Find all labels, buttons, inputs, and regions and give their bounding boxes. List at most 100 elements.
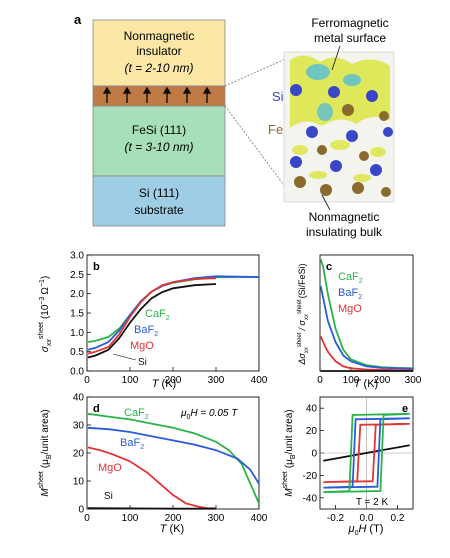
top-annotation-line2: metal surface	[314, 31, 386, 45]
panel-c: c 0 100 200 300 CaF2 BaF2 MgO T (K) Δσxxshee…	[297, 254, 422, 390]
panel-b-series	[87, 275, 260, 359]
x-tick-label: 300	[208, 375, 225, 386]
panel-b-axes: 0 100 200 300 400 0.0 0.5 1.0 1.5 2.0 2.5 3.0	[70, 251, 268, 387]
y-tick-label: 3.0	[70, 251, 84, 262]
top-annotation-line1: Ferromagnetic	[311, 16, 388, 30]
bottom-annotation-line2: insulating bulk	[306, 225, 383, 239]
panel-e-label: e	[402, 403, 408, 415]
insulator-line3: (t = 2-10 nm)	[124, 61, 193, 75]
panel-d-xlabel: T (K)	[160, 523, 184, 535]
panel-d-series	[87, 412, 260, 510]
bottom-annotation-pointer	[321, 194, 331, 211]
substrate-layer	[92, 175, 226, 227]
y-tick-label: 0.0	[70, 367, 84, 378]
series-line-si	[87, 507, 216, 510]
panel-b-si-pointer	[112, 353, 137, 361]
series-line-mgo	[87, 277, 217, 355]
x-tick-label: 200	[165, 513, 182, 524]
fe-atom-label: Fe	[268, 122, 283, 137]
spin-lobe	[306, 64, 330, 80]
x-tick-label: 100	[122, 375, 139, 386]
series-line-caf2	[87, 412, 260, 504]
up-arrow-icon	[182, 86, 192, 103]
panel-e-annotation: T = 2 K	[356, 497, 389, 508]
fesi-line1: FeSi (111)	[132, 123, 186, 137]
hysteresis-loop-baf2	[323, 417, 410, 489]
x-tick-label: 400	[251, 375, 268, 386]
top-annotation-pointer	[331, 45, 341, 71]
panel-b-legend-mgo: MgO	[130, 340, 154, 352]
panel-d-annotation: μ0H = 0.05 T	[180, 408, 238, 421]
panel-c-legend-caf2: CaF2	[338, 271, 363, 285]
y-tick-label: 40	[306, 404, 318, 415]
panel-c-legend-baf2: BaF2	[338, 287, 362, 301]
panel-e-axes: -0.2 0.0 0.2 -40 -20 0 20 40	[303, 404, 405, 524]
si-atom-label: Si	[272, 89, 284, 104]
y-tick-label: 0	[311, 449, 317, 460]
x-tick-label: 200	[374, 375, 391, 386]
up-arrow-icon	[142, 86, 152, 103]
panel-d-axes: 0 100 200 300 400 0 10 20 30 40	[73, 393, 268, 525]
series-line-baf2	[319, 285, 414, 370]
panel-b-xlabel: T (K)	[152, 378, 176, 390]
panel-b-legend-baf2: BaF2	[134, 324, 158, 338]
panel-b-legend-si: Si	[138, 357, 147, 368]
panel-e: -0.2 0.0 0.2 -40 -20 0 20 40 e T = 2 K μ0H (T) M…	[282, 396, 414, 537]
x-tick-label: -0.2	[327, 513, 345, 524]
panel-d: d 0 100 200 300 400 0 10 20 30 40 μ0H = 0.05 T Ca…	[38, 393, 268, 536]
y-tick-label: -40	[303, 493, 318, 504]
bottom-annotation-line1: Nonmagnetic	[309, 210, 380, 224]
panel-a-label: a	[74, 12, 82, 27]
y-tick-label: 0.5	[70, 347, 84, 358]
y-tick-label: 20	[73, 449, 85, 460]
y-tick-label: 1.5	[70, 309, 84, 320]
series-line-caf2	[87, 276, 259, 343]
panel-c-label: c	[326, 261, 332, 273]
y-tick-label: -20	[303, 471, 318, 482]
insulator-layer	[92, 19, 226, 87]
y-tick-label: 2.0	[70, 289, 84, 300]
isosurface-bulk	[292, 140, 386, 182]
panel-d-ylabel: Msheet(μB/unit area)	[38, 409, 53, 496]
panel-d-legend-caf2: CaF2	[124, 407, 149, 421]
y-tick-label: 10	[73, 477, 85, 488]
x-tick-label: 0.2	[391, 513, 405, 524]
up-arrow-icon	[102, 86, 112, 103]
panel-b-ylabel: σxxsheet(10−3Ω−1)	[38, 276, 53, 352]
zoom-line-bottom	[224, 105, 293, 197]
y-tick-label: 2.5	[70, 270, 84, 281]
up-arrow-icon	[122, 86, 132, 103]
spin-lobe	[317, 103, 333, 121]
y-tick-label: 0	[78, 505, 84, 516]
panel-d-legend-si: Si	[104, 491, 113, 502]
y-tick-label: 20	[306, 426, 318, 437]
panel-c-legend-mgo: MgO	[338, 303, 362, 315]
x-tick-label: 100	[343, 375, 360, 386]
surface-layer	[92, 85, 226, 107]
panel-c-ylabel: Δσxxsheet/ σxxsheet(Si/FeSi)	[297, 263, 310, 365]
panel-b-label: b	[93, 261, 100, 273]
fe-atoms	[294, 104, 391, 197]
hysteresis-loop-si	[323, 444, 410, 462]
x-tick-label: 100	[122, 513, 139, 524]
panel-c-frame	[319, 254, 414, 372]
substrate-line2: substrate	[134, 203, 184, 217]
panel-d-legend-mgo: MgO	[98, 462, 122, 474]
x-tick-label: 0.0	[360, 513, 374, 524]
atomic-structure: Si Fe	[268, 51, 395, 203]
y-tick-label: 40	[73, 393, 85, 404]
fesi-layer	[92, 105, 226, 177]
series-line-baf2	[87, 426, 260, 485]
x-tick-label: 300	[405, 375, 422, 386]
insulator-line1: Nonmagnetic	[124, 29, 195, 43]
x-tick-label: 400	[251, 513, 268, 524]
x-tick-label: 0	[84, 375, 90, 386]
panel-b: b 0 100 200 300 400 0.0 0.5 1.0 1.5 2.0 2.5 3.0 CaF…	[38, 251, 268, 391]
insulator-line2: insulator	[136, 44, 181, 58]
panel-c-series	[319, 258, 414, 372]
panel-d-legend-baf2: BaF2	[120, 437, 144, 451]
panel-c-xlabel: T (K)	[354, 378, 378, 390]
series-line-caf2	[319, 258, 414, 370]
series-line-si	[87, 283, 217, 359]
